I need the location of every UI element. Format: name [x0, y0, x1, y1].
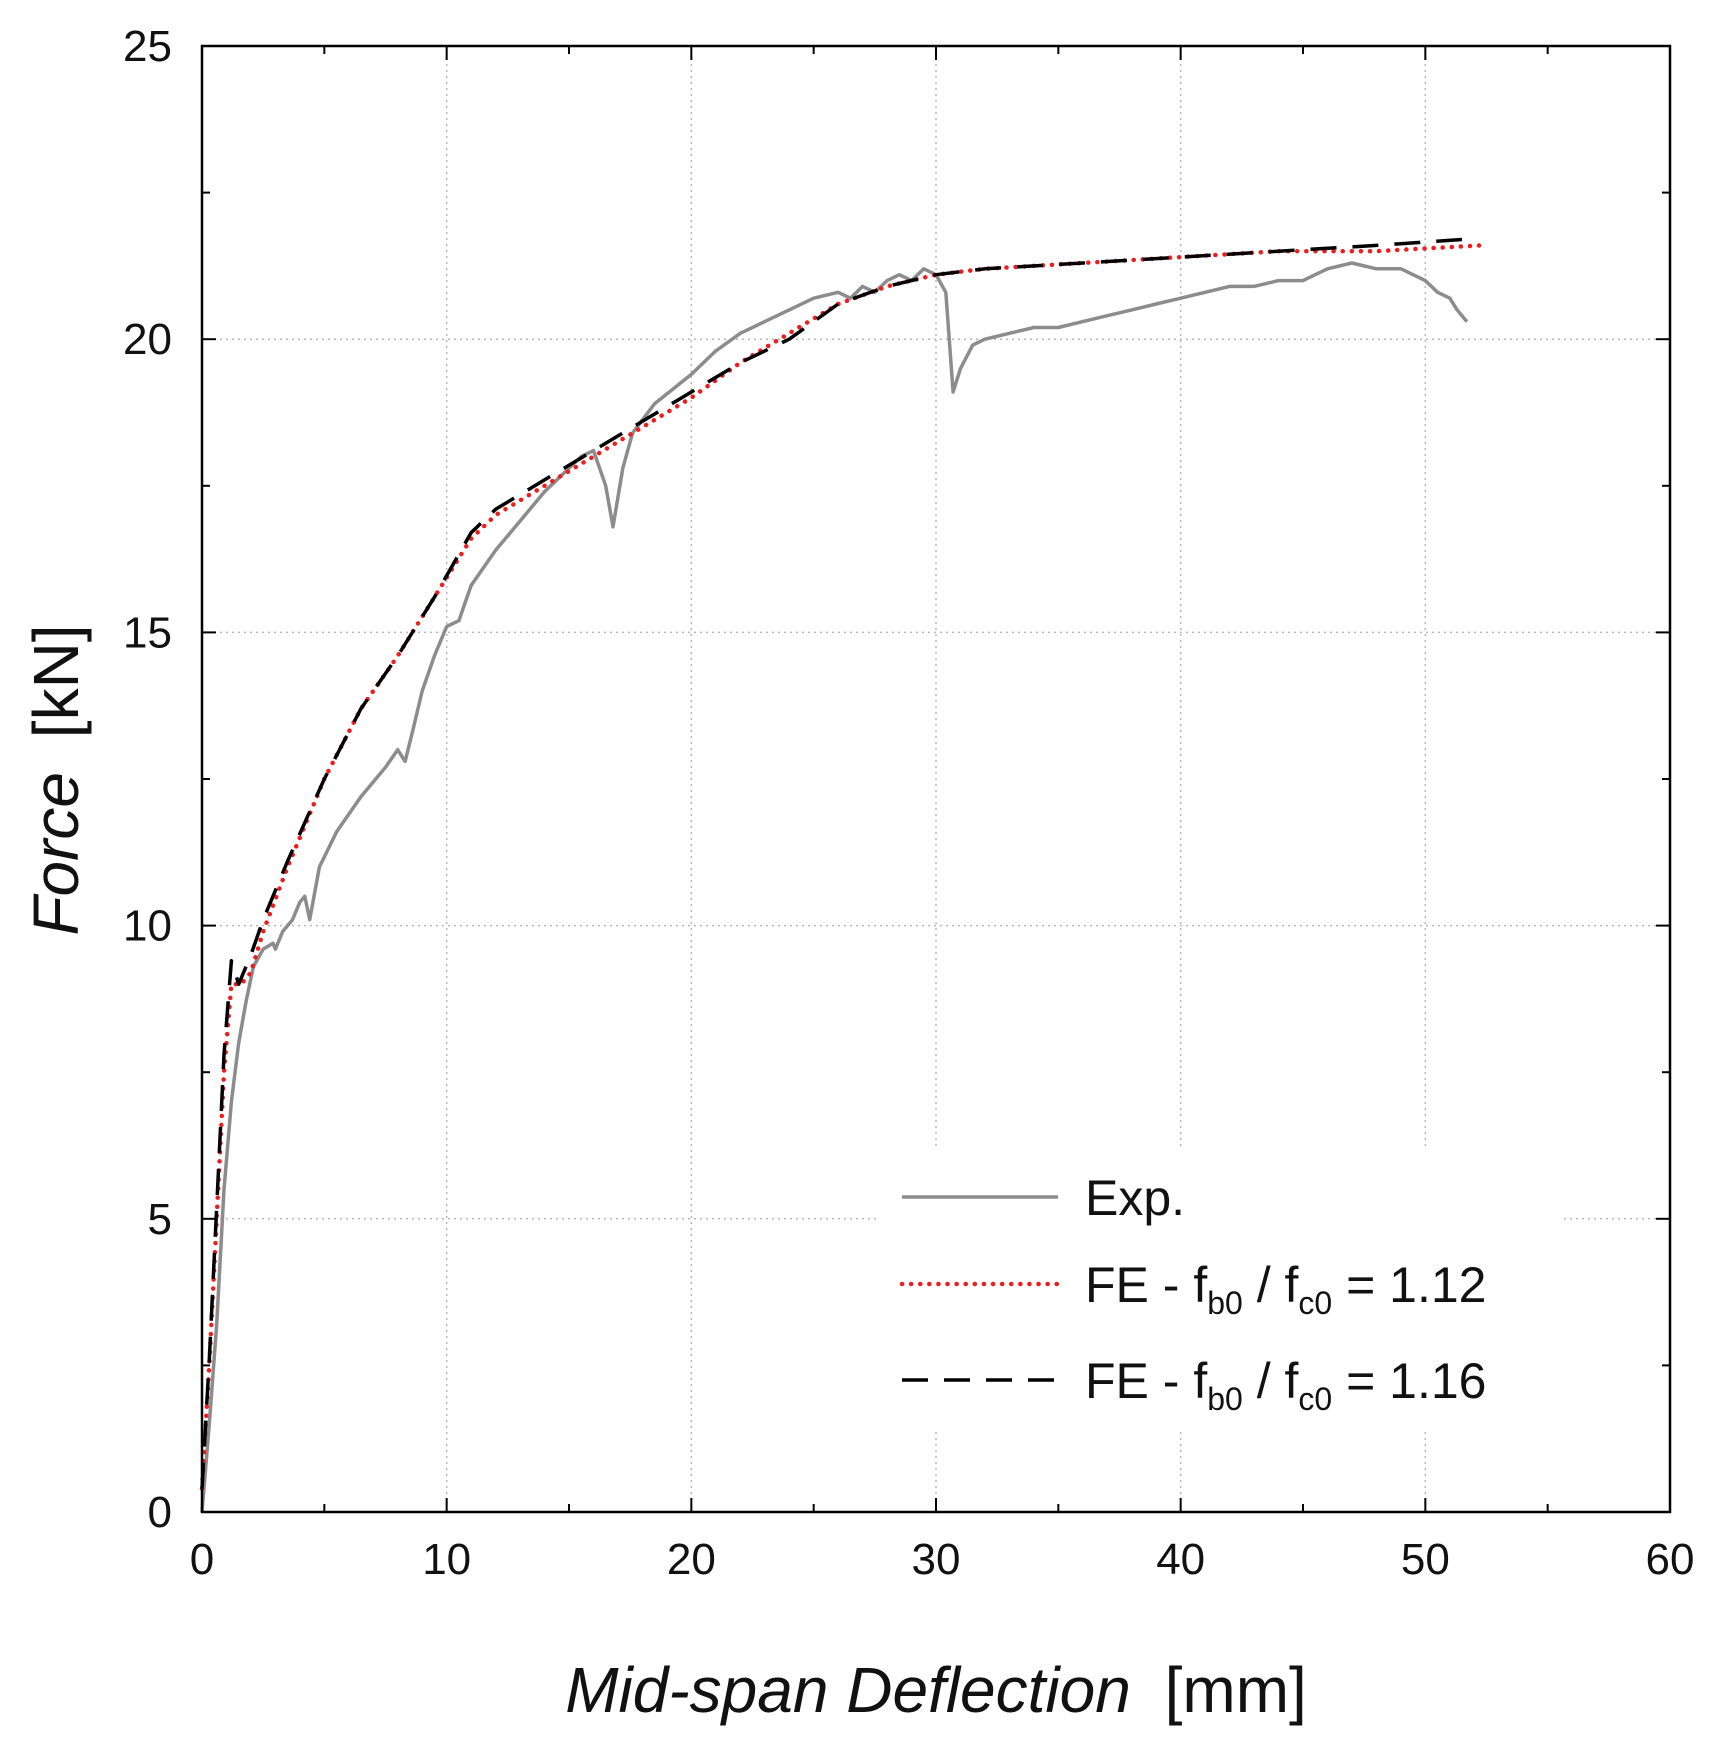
y-tick-label: 10	[123, 902, 172, 951]
x-axis-title: Mid-span Deflection [mm]	[565, 1654, 1307, 1726]
y-tick-label: 25	[123, 22, 172, 71]
y-axis-title-main: Force	[20, 772, 92, 936]
y-tick-label: 0	[148, 1488, 172, 1537]
x-tick-label: 30	[912, 1535, 961, 1584]
tick-labels: 0 10 20 30 40 50 60 0 5 10 15 20 25	[123, 22, 1694, 1584]
x-tick-label: 10	[422, 1535, 471, 1584]
y-axis-title-unit: [kN]	[20, 624, 92, 738]
x-tick-label: 50	[1401, 1535, 1450, 1584]
x-tick-label: 40	[1156, 1535, 1205, 1584]
legend: Exp. FE - fb0 / fc0 = 1.12 FE - fb0 / fc…	[880, 1150, 1560, 1430]
y-tick-label: 15	[123, 608, 172, 657]
x-axis-title-unit: [mm]	[1165, 1654, 1307, 1726]
legend-label-fe-112: FE - fb0 / fc0 = 1.12	[1085, 1257, 1486, 1321]
series-fe-112	[199, 243, 1484, 1491]
series-layer	[199, 237, 1484, 1513]
y-tick-label: 5	[148, 1195, 172, 1244]
x-tick-label: 0	[190, 1535, 214, 1584]
series-exp	[200, 261, 1469, 1513]
x-tick-label: 60	[1646, 1535, 1695, 1584]
series-fe-116	[200, 237, 1463, 1489]
y-axis-title: Force [kN]	[20, 624, 92, 935]
legend-label-fe-116: FE - fb0 / fc0 = 1.16	[1085, 1353, 1486, 1417]
axis-ticks	[201, 45, 1671, 1513]
y-tick-label: 20	[123, 315, 172, 364]
legend-label-exp: Exp.	[1085, 1170, 1185, 1226]
x-tick-label: 20	[667, 1535, 716, 1584]
x-axis-title-main: Mid-span Deflection	[565, 1654, 1131, 1726]
